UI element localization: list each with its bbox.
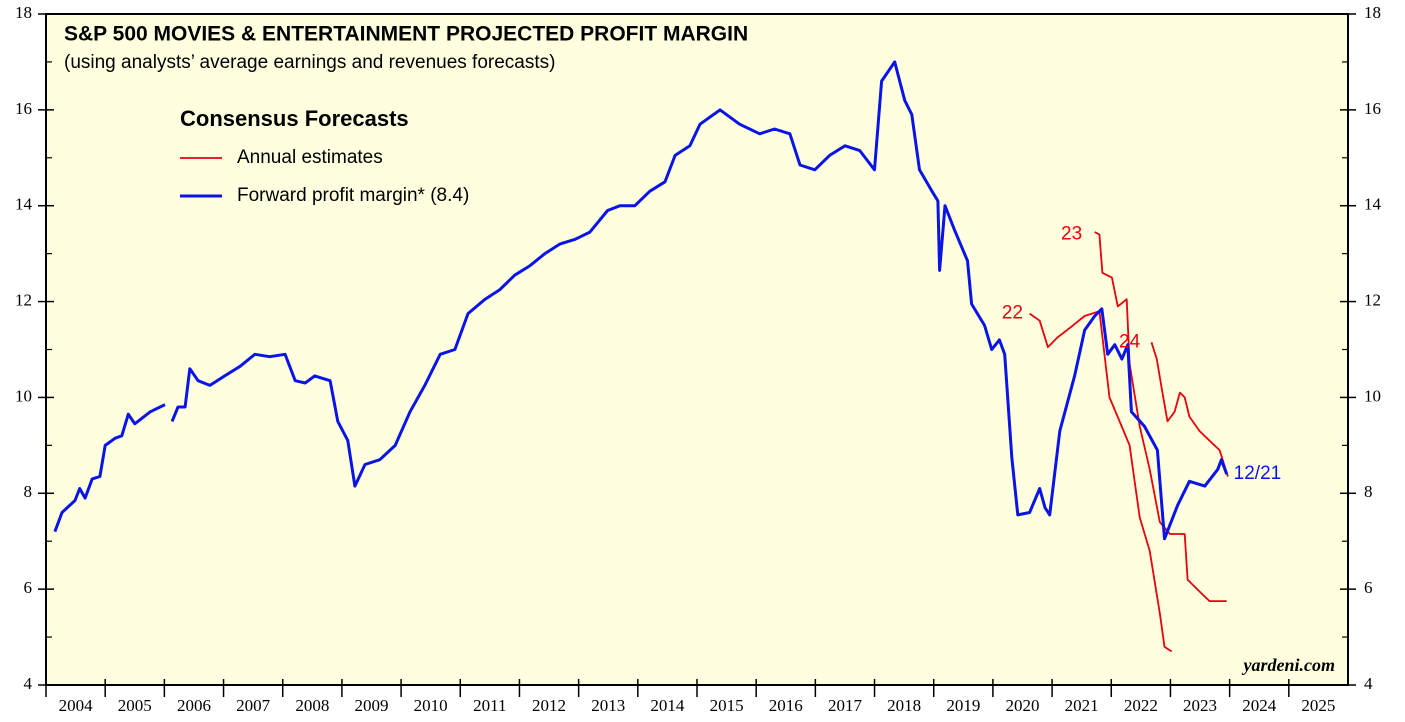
y2-tick-label: 18 xyxy=(1364,3,1381,22)
y2-tick-label: 14 xyxy=(1364,195,1382,214)
y-tick-label: 10 xyxy=(15,386,32,405)
x-tick-label: 2011 xyxy=(473,696,506,715)
annotation: 22 xyxy=(1002,303,1023,324)
x-tick-label: 2021 xyxy=(1065,696,1099,715)
y-tick-label: 8 xyxy=(24,482,33,501)
x-tick-label: 2023 xyxy=(1183,696,1217,715)
x-tick-label: 2020 xyxy=(1006,696,1040,715)
x-tick-label: 2009 xyxy=(355,696,389,715)
x-tick-label: 2013 xyxy=(591,696,625,715)
y-tick-label: 14 xyxy=(15,195,33,214)
y2-tick-label: 6 xyxy=(1364,578,1373,597)
x-tick-label: 2022 xyxy=(1124,696,1158,715)
legend-label: Forward profit margin* (8.4) xyxy=(237,185,469,206)
series-line xyxy=(170,60,1229,541)
y-tick-label: 16 xyxy=(15,99,32,118)
x-tick-label: 2012 xyxy=(532,696,566,715)
x-tick-label: 2014 xyxy=(650,696,685,715)
series-line xyxy=(1029,310,1173,653)
x-tick-label: 2004 xyxy=(59,696,94,715)
x-tick-label: 2018 xyxy=(887,696,921,715)
x-tick-label: 2016 xyxy=(769,696,803,715)
y-tick-label: 12 xyxy=(15,290,32,309)
y-tick-label: 4 xyxy=(24,674,33,693)
annotation: 12/21 xyxy=(1234,463,1282,484)
y2-tick-label: 12 xyxy=(1364,290,1381,309)
y2-tick-label: 16 xyxy=(1364,99,1381,118)
series-line xyxy=(1150,342,1229,477)
series-line xyxy=(53,403,166,533)
x-tick-label: 2005 xyxy=(118,696,152,715)
x-tick-label: 2007 xyxy=(236,696,271,715)
plot-layer xyxy=(53,60,1229,653)
y-tick-label: 6 xyxy=(24,578,33,597)
y-tick-label: 18 xyxy=(15,3,32,22)
x-tick-label: 2008 xyxy=(295,696,329,715)
legend-title: Consensus Forecasts xyxy=(180,106,409,131)
x-tick-label: 2025 xyxy=(1301,696,1335,715)
y2-tick-label: 10 xyxy=(1364,386,1381,405)
chart-title: S&P 500 MOVIES & ENTERTAINMENT PROJECTED… xyxy=(64,23,748,46)
x-tick-label: 2019 xyxy=(946,696,980,715)
plot-background xyxy=(46,14,1348,685)
x-tick-label: 2024 xyxy=(1242,696,1277,715)
x-tick-label: 2015 xyxy=(710,696,744,715)
series-line xyxy=(1094,231,1227,602)
chart-subtitle: (using analysts’ average earnings and re… xyxy=(64,52,555,73)
x-tick-label: 2006 xyxy=(177,696,211,715)
annotation: 24 xyxy=(1119,331,1141,352)
source: yardeni.com xyxy=(1242,655,1336,675)
y2-tick-label: 8 xyxy=(1364,482,1373,501)
x-tick-label: 2017 xyxy=(828,696,863,715)
annotation: 23 xyxy=(1061,223,1082,244)
x-tick-label: 2010 xyxy=(414,696,448,715)
legend-label: Annual estimates xyxy=(237,147,383,168)
y2-tick-label: 4 xyxy=(1364,674,1373,693)
